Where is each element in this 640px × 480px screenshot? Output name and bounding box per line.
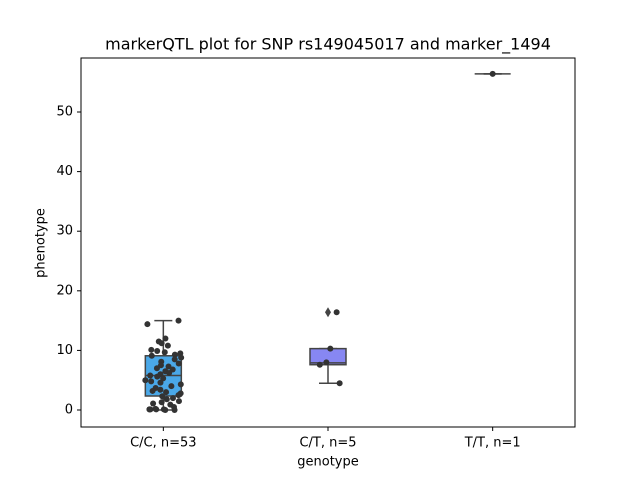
- point: [171, 407, 178, 414]
- point: [327, 345, 334, 352]
- point: [163, 389, 170, 396]
- y-tick-label: 40: [56, 164, 73, 179]
- point: [316, 361, 323, 368]
- point: [154, 373, 161, 380]
- point: [175, 360, 182, 367]
- point: [153, 365, 160, 372]
- point: [175, 317, 182, 324]
- y-tick-label: 0: [65, 403, 73, 418]
- point: [166, 370, 173, 377]
- outlier: [325, 307, 331, 318]
- chart-title: markerQTL plot for SNP rs149045017 and m…: [105, 35, 551, 55]
- point: [146, 406, 153, 413]
- point: [162, 335, 169, 342]
- plot-frame: [80, 57, 576, 428]
- point: [175, 392, 182, 399]
- point: [164, 342, 171, 349]
- point: [489, 70, 496, 77]
- y-tick-label: 30: [56, 224, 73, 239]
- point: [163, 396, 170, 403]
- point: [168, 383, 175, 390]
- point: [336, 380, 343, 387]
- point: [161, 349, 168, 356]
- point: [148, 378, 155, 385]
- point: [148, 346, 155, 353]
- point: [158, 340, 165, 347]
- point: [148, 352, 155, 359]
- point: [144, 321, 151, 328]
- point: [154, 348, 161, 355]
- point: [157, 379, 164, 386]
- x-tick-label: C/C, n=53: [130, 436, 196, 451]
- point: [165, 363, 172, 370]
- y-axis-label: phenotype: [34, 208, 49, 278]
- y-tick-label: 50: [56, 105, 73, 120]
- point: [147, 372, 154, 379]
- point: [157, 386, 164, 393]
- point: [149, 387, 156, 394]
- point: [158, 399, 165, 406]
- point: [159, 393, 166, 400]
- point: [177, 381, 184, 388]
- point: [175, 398, 182, 405]
- x-tick-label: T/T, n=1: [464, 436, 521, 451]
- x-axis-label: genotype: [297, 455, 358, 470]
- point: [178, 354, 185, 361]
- point: [142, 377, 149, 384]
- point: [162, 407, 169, 414]
- point: [169, 395, 176, 402]
- y-tick-label: 10: [56, 343, 73, 358]
- y-tick-label: 20: [56, 283, 73, 298]
- point: [333, 309, 340, 316]
- point: [171, 351, 178, 358]
- point: [171, 356, 178, 363]
- point: [153, 406, 160, 413]
- point: [150, 400, 157, 407]
- point: [323, 359, 330, 366]
- x-tick-label: C/T, n=5: [299, 436, 356, 451]
